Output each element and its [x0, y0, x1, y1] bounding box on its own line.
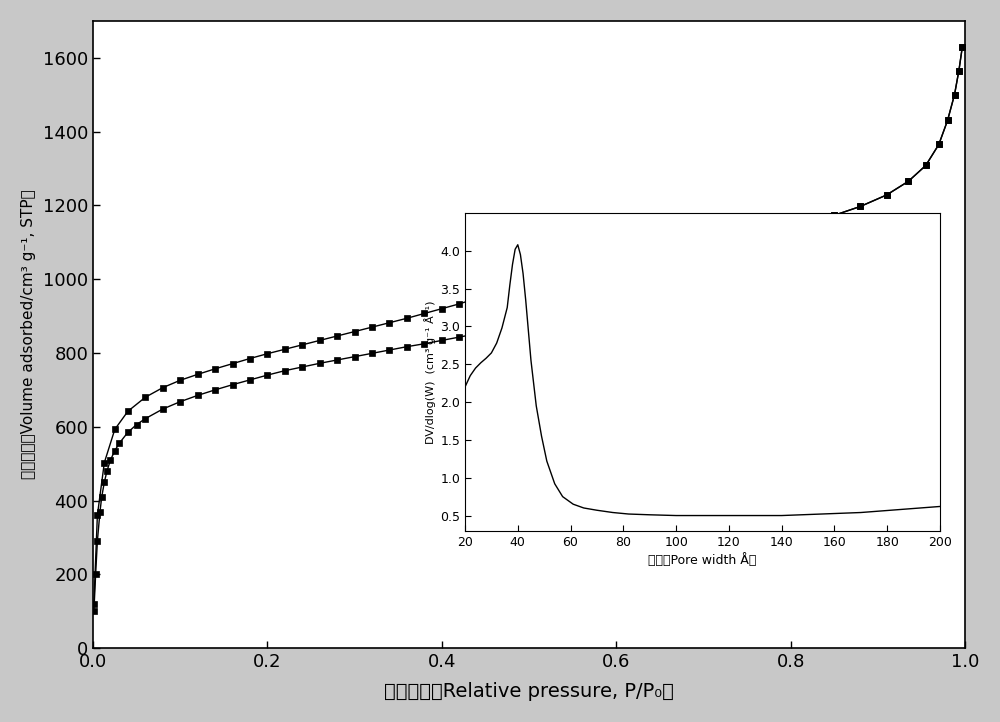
X-axis label: 相对压力（Relative pressure, P/P₀）: 相对压力（Relative pressure, P/P₀） [384, 682, 674, 701]
Y-axis label: 吸附容积（Volume adsorbed/cm³ g⁻¹, STP）: 吸附容积（Volume adsorbed/cm³ g⁻¹, STP） [21, 190, 36, 479]
Y-axis label: DV/dlog(W)  (cm³ g⁻¹ Å⁻¹): DV/dlog(W) (cm³ g⁻¹ Å⁻¹) [424, 300, 436, 443]
X-axis label: 孔径（Pore width Å）: 孔径（Pore width Å） [648, 553, 757, 567]
